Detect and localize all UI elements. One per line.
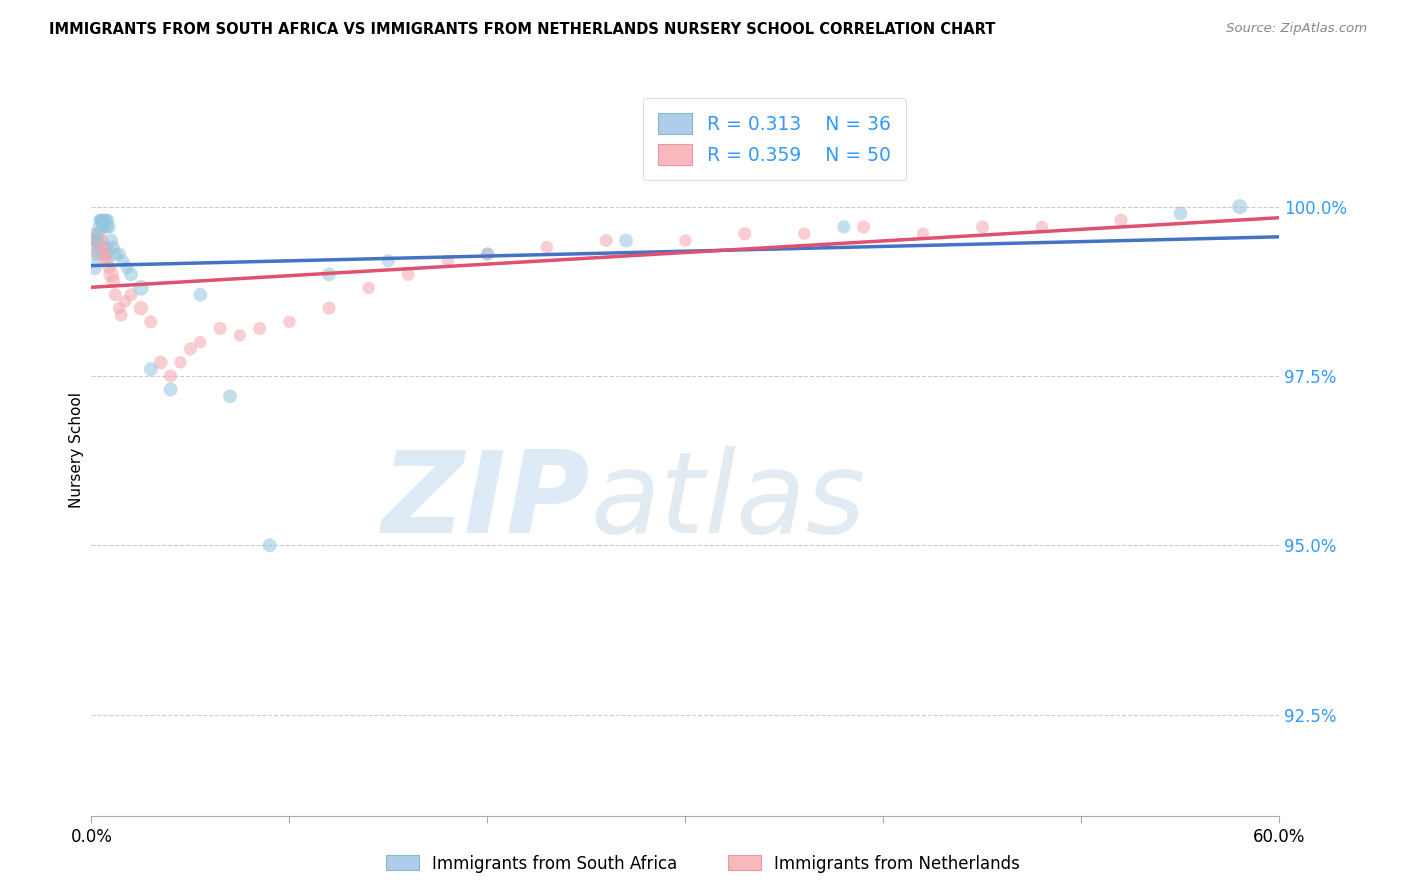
Point: [477, 247, 499, 261]
Point: [911, 227, 934, 241]
Y-axis label: Nursery School: Nursery School: [69, 392, 84, 508]
Point: [89, 240, 111, 254]
Point: [82, 234, 104, 248]
Point: [477, 247, 499, 261]
Point: [120, 268, 142, 282]
Point: [149, 355, 172, 369]
Point: [278, 315, 301, 329]
Legend: R = 0.313    N = 36, R = 0.359    N = 50: R = 0.313 N = 36, R = 0.359 N = 50: [643, 98, 905, 180]
Point: [219, 389, 242, 403]
Point: [96, 240, 118, 254]
Point: [129, 301, 152, 316]
Point: [536, 240, 558, 254]
Point: [83, 227, 105, 241]
Point: [97, 213, 120, 227]
Point: [793, 227, 815, 241]
Point: [86, 234, 108, 248]
Point: [93, 253, 115, 268]
Point: [112, 253, 135, 268]
Point: [396, 268, 419, 282]
Point: [87, 219, 110, 234]
Point: [595, 234, 617, 248]
Point: [86, 227, 108, 241]
Point: [188, 287, 211, 301]
Point: [86, 247, 108, 261]
Point: [98, 219, 121, 234]
Point: [318, 268, 340, 282]
Point: [436, 253, 458, 268]
Point: [139, 315, 162, 329]
Point: [91, 234, 114, 248]
Point: [614, 234, 637, 248]
Point: [229, 328, 252, 343]
Point: [114, 294, 136, 309]
Point: [84, 247, 107, 261]
Point: [832, 219, 855, 234]
Text: Source: ZipAtlas.com: Source: ZipAtlas.com: [1226, 22, 1367, 36]
Point: [98, 260, 121, 275]
Legend: Immigrants from South Africa, Immigrants from Netherlands: Immigrants from South Africa, Immigrants…: [380, 848, 1026, 880]
Point: [209, 321, 232, 335]
Point: [84, 234, 107, 248]
Point: [259, 538, 281, 552]
Point: [90, 213, 112, 227]
Point: [87, 234, 110, 248]
Point: [972, 219, 994, 234]
Point: [96, 219, 118, 234]
Point: [89, 213, 111, 227]
Point: [83, 260, 105, 275]
Point: [100, 268, 122, 282]
Point: [357, 281, 380, 295]
Point: [91, 240, 114, 254]
Point: [159, 383, 181, 397]
Point: [673, 234, 696, 248]
Point: [94, 213, 117, 227]
Point: [734, 227, 756, 241]
Point: [101, 240, 124, 254]
Point: [96, 253, 118, 268]
Point: [94, 247, 117, 261]
Point: [97, 247, 120, 261]
Point: [1170, 206, 1192, 220]
Point: [104, 287, 127, 301]
Point: [129, 281, 152, 295]
Point: [86, 240, 108, 254]
Point: [169, 355, 191, 369]
Point: [115, 260, 138, 275]
Point: [120, 287, 142, 301]
Point: [1031, 219, 1053, 234]
Text: atlas: atlas: [591, 446, 866, 558]
Text: ZIP: ZIP: [382, 446, 591, 558]
Point: [91, 219, 114, 234]
Point: [179, 342, 201, 356]
Point: [96, 213, 118, 227]
Point: [139, 362, 162, 376]
Point: [249, 321, 271, 335]
Point: [93, 219, 115, 234]
Point: [108, 247, 131, 261]
Point: [104, 247, 127, 261]
Point: [90, 247, 112, 261]
Point: [110, 308, 132, 322]
Point: [1229, 200, 1251, 214]
Point: [100, 234, 122, 248]
Point: [101, 274, 124, 288]
Point: [159, 368, 181, 383]
Point: [377, 253, 399, 268]
Text: IMMIGRANTS FROM SOUTH AFRICA VS IMMIGRANTS FROM NETHERLANDS NURSERY SCHOOL CORRE: IMMIGRANTS FROM SOUTH AFRICA VS IMMIGRAN…: [49, 22, 995, 37]
Point: [852, 219, 875, 234]
Point: [188, 335, 211, 350]
Point: [89, 227, 111, 241]
Point: [318, 301, 340, 316]
Point: [89, 213, 111, 227]
Point: [1109, 213, 1132, 227]
Point: [108, 301, 131, 316]
Point: [91, 213, 114, 227]
